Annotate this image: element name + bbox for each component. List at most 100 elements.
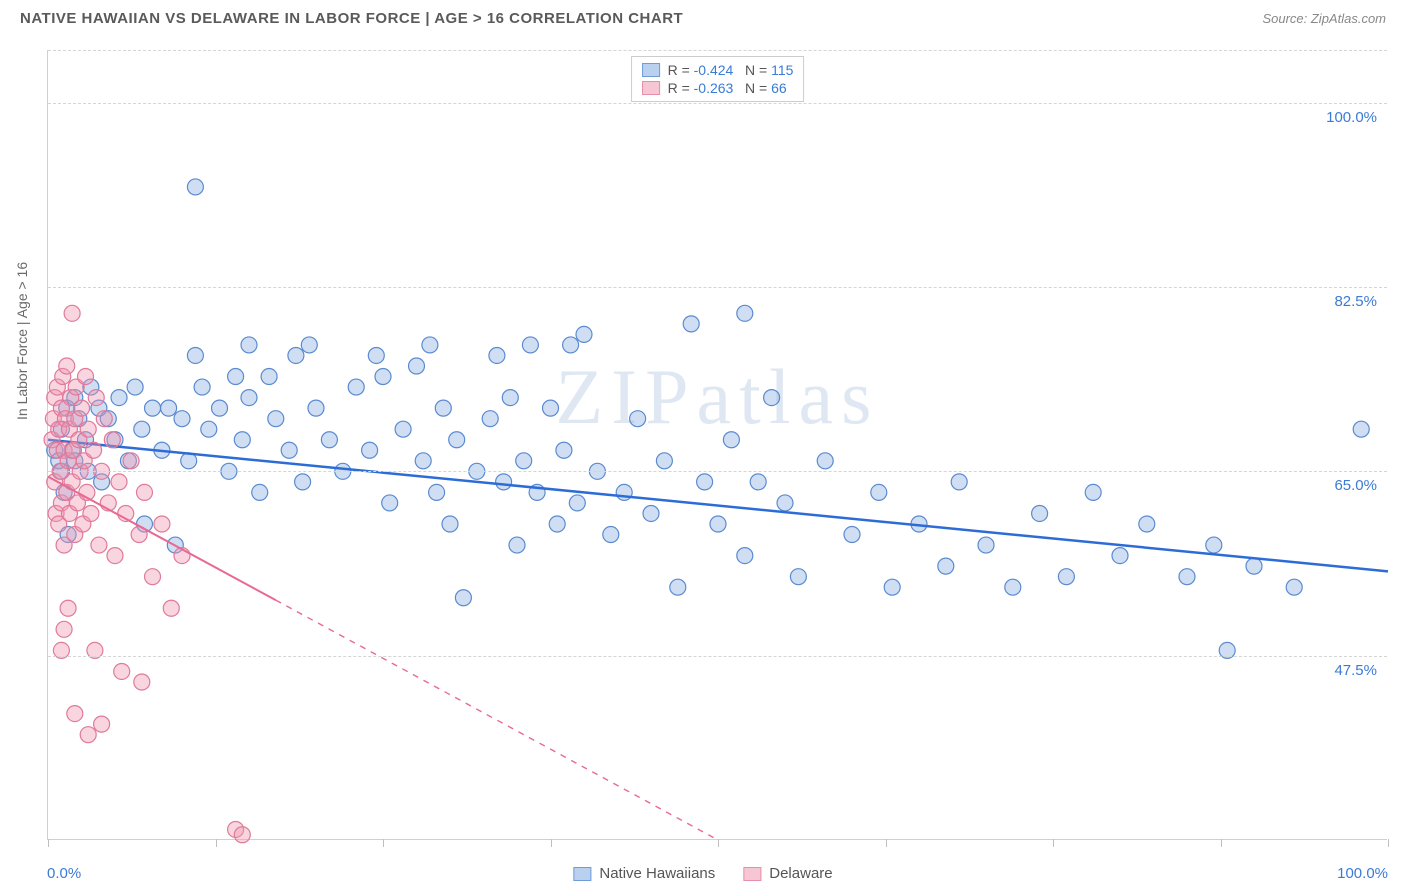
- chart-title: NATIVE HAWAIIAN VS DELAWARE IN LABOR FOR…: [20, 10, 683, 27]
- legend-row: R = -0.263 N = 66: [642, 79, 794, 97]
- data-point: [1058, 569, 1074, 585]
- data-point: [268, 411, 284, 427]
- data-point: [234, 827, 250, 843]
- data-point: [281, 442, 297, 458]
- data-point: [1139, 516, 1155, 532]
- data-point: [422, 337, 438, 353]
- y-axis-label: In Labor Force | Age > 16: [14, 262, 30, 420]
- data-point: [60, 600, 76, 616]
- chart-header: NATIVE HAWAIIAN VS DELAWARE IN LABOR FOR…: [0, 0, 1406, 33]
- data-point: [630, 411, 646, 427]
- data-point: [288, 347, 304, 363]
- data-point: [1353, 421, 1369, 437]
- gridline: [48, 50, 1387, 51]
- data-point: [1032, 505, 1048, 521]
- data-point: [64, 305, 80, 321]
- series-legend: Native HawaiiansDelaware: [573, 865, 832, 882]
- data-point: [80, 727, 96, 743]
- data-point: [509, 537, 525, 553]
- legend-label: Native Hawaiians: [599, 865, 715, 882]
- data-point: [496, 474, 512, 490]
- data-point: [111, 390, 127, 406]
- data-point: [86, 442, 102, 458]
- data-point: [844, 527, 860, 543]
- data-point: [409, 358, 425, 374]
- data-point: [301, 337, 317, 353]
- data-point: [308, 400, 324, 416]
- legend-item: Native Hawaiians: [573, 865, 715, 882]
- data-point: [74, 400, 90, 416]
- data-point: [1112, 548, 1128, 564]
- legend-swatch: [642, 63, 660, 77]
- data-point: [136, 484, 152, 500]
- data-point: [154, 516, 170, 532]
- legend-text: R = -0.424 N = 115: [668, 62, 794, 78]
- x-max-label: 100.0%: [1337, 865, 1388, 882]
- data-point: [295, 474, 311, 490]
- data-point: [871, 484, 887, 500]
- x-tick: [216, 839, 217, 847]
- data-point: [455, 590, 471, 606]
- data-point: [368, 347, 384, 363]
- data-point: [723, 432, 739, 448]
- data-point: [449, 432, 465, 448]
- data-point: [348, 379, 364, 395]
- y-tick-label: 47.5%: [1334, 662, 1377, 679]
- legend-swatch: [573, 867, 591, 881]
- data-point: [710, 516, 726, 532]
- data-point: [252, 484, 268, 500]
- data-point: [114, 663, 130, 679]
- data-point: [670, 579, 686, 595]
- data-point: [415, 453, 431, 469]
- data-point: [543, 400, 559, 416]
- data-point: [656, 453, 672, 469]
- data-point: [107, 548, 123, 564]
- data-point: [817, 453, 833, 469]
- data-point: [111, 474, 127, 490]
- chart-area: ZIPatlas R = -0.424 N = 115R = -0.263 N …: [47, 50, 1387, 840]
- data-point: [228, 369, 244, 385]
- data-point: [482, 411, 498, 427]
- data-point: [750, 474, 766, 490]
- data-point: [91, 537, 107, 553]
- data-point: [134, 674, 150, 690]
- data-point: [145, 400, 161, 416]
- regression-line: [48, 440, 1388, 572]
- data-point: [56, 621, 72, 637]
- data-point: [80, 421, 96, 437]
- data-point: [241, 337, 257, 353]
- data-point: [395, 421, 411, 437]
- data-point: [94, 716, 110, 732]
- data-point: [163, 600, 179, 616]
- data-point: [563, 337, 579, 353]
- data-point: [697, 474, 713, 490]
- data-point: [1005, 579, 1021, 595]
- data-point: [489, 347, 505, 363]
- data-point: [556, 442, 572, 458]
- data-point: [187, 179, 203, 195]
- correlation-legend: R = -0.424 N = 115R = -0.263 N = 66: [631, 56, 805, 102]
- data-point: [127, 379, 143, 395]
- gridline: [48, 656, 1387, 657]
- x-tick: [718, 839, 719, 847]
- data-point: [174, 411, 190, 427]
- data-point: [502, 390, 518, 406]
- y-tick-label: 100.0%: [1326, 109, 1377, 126]
- regression-line-dashed: [276, 600, 718, 840]
- data-point: [549, 516, 565, 532]
- data-point: [790, 569, 806, 585]
- data-point: [516, 453, 532, 469]
- data-point: [241, 390, 257, 406]
- data-point: [201, 421, 217, 437]
- gridline: [48, 287, 1387, 288]
- data-point: [1206, 537, 1222, 553]
- data-point: [435, 400, 451, 416]
- data-point: [134, 421, 150, 437]
- legend-swatch: [642, 81, 660, 95]
- y-tick-label: 82.5%: [1334, 293, 1377, 310]
- data-point: [123, 453, 139, 469]
- data-point: [145, 569, 161, 585]
- data-point: [382, 495, 398, 511]
- data-point: [261, 369, 277, 385]
- data-point: [603, 527, 619, 543]
